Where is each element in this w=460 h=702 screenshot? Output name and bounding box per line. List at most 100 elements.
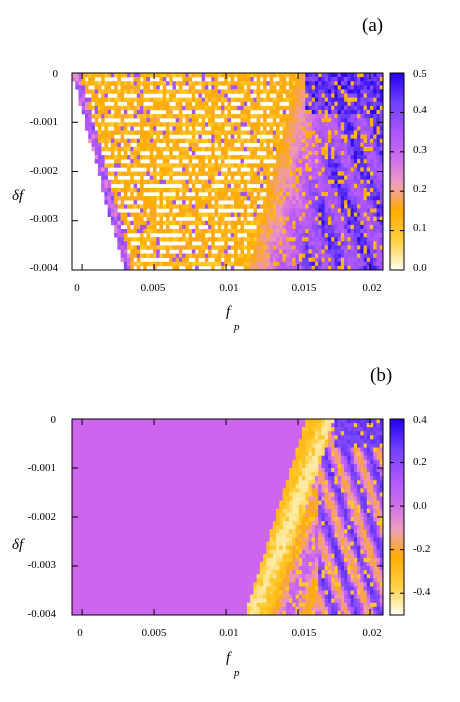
heatmap-cell (214, 204, 219, 209)
heatmap-cell (347, 463, 351, 469)
heatmap-cell (295, 537, 300, 542)
heatmap-cell (363, 574, 368, 579)
heatmap-cell (285, 122, 290, 127)
heatmap-cell (156, 89, 160, 94)
heatmap-cell (318, 224, 322, 230)
heatmap-cell (379, 97, 383, 103)
heatmap-cell (366, 590, 371, 595)
heatmap-cell (269, 179, 274, 185)
heatmap-cell (324, 241, 329, 246)
heatmap-cell (311, 142, 316, 148)
heatmap-cell (370, 97, 374, 103)
heatmap-cell (360, 228, 364, 234)
heatmap-cell (314, 77, 319, 82)
heatmap-cell (292, 183, 296, 189)
heatmap-cell (321, 590, 325, 595)
heatmap-cell (84, 118, 89, 123)
heatmap-cell (305, 590, 309, 595)
heatmap-cell (256, 261, 261, 267)
heatmap-cell (243, 114, 248, 119)
heatmap-cell (221, 237, 225, 242)
heatmap-cell (289, 574, 293, 579)
heatmap-cell (324, 253, 329, 258)
heatmap-cell (305, 537, 309, 542)
heatmap-cell (308, 512, 313, 518)
heatmap-cell (130, 261, 134, 267)
heatmap-cell (195, 224, 199, 230)
heatmap-cell (221, 93, 225, 98)
heatmap-cell (366, 492, 371, 497)
heatmap-cell (373, 423, 377, 428)
heatmap-cell (350, 468, 355, 473)
heatmap-cell (334, 484, 338, 489)
heatmap-cell (188, 89, 193, 94)
heatmap-cell (107, 183, 112, 189)
heatmap-cell (240, 163, 244, 168)
heatmap-cell (165, 142, 170, 148)
heatmap-cell (324, 492, 329, 497)
heatmap-cell (146, 200, 151, 205)
heatmap-cell (350, 423, 355, 428)
heatmap-cell (289, 512, 293, 518)
heatmap-cell (318, 431, 322, 436)
heatmap-cell (133, 97, 138, 103)
heatmap-cell (221, 179, 225, 185)
heatmap-cell (308, 480, 313, 485)
heatmap-cell (195, 212, 199, 217)
heatmap-cell (178, 261, 183, 267)
heatmap-cell (379, 77, 383, 82)
heatmap-cell (289, 488, 293, 493)
heatmap-cell (165, 146, 170, 152)
heatmap-cell (266, 81, 270, 86)
heatmap-cell (152, 228, 157, 234)
heatmap-cell (311, 163, 316, 168)
heatmap-cell (195, 142, 199, 148)
heatmap-cell (370, 484, 374, 489)
heatmap-cell (370, 557, 374, 563)
heatmap-cell (169, 81, 173, 86)
heatmap-cell (360, 155, 364, 160)
heatmap-cell (185, 101, 189, 107)
heatmap-cell (110, 89, 115, 94)
heatmap-cell (295, 463, 300, 469)
heatmap-cell (360, 419, 364, 424)
heatmap-cell (246, 130, 251, 135)
heatmap-cell (175, 146, 180, 152)
heatmap-cell (224, 204, 228, 209)
heatmap-cell (305, 93, 309, 98)
heatmap-cell (246, 138, 251, 144)
heatmap-cell (211, 93, 215, 98)
heatmap-cell (327, 537, 332, 542)
heatmap-cell (334, 130, 338, 135)
heatmap-cell (230, 122, 235, 127)
heatmap-cell (195, 101, 199, 107)
heatmap-cell (363, 105, 368, 111)
heatmap-cell (370, 463, 374, 469)
heatmap-cell (308, 167, 313, 172)
heatmap-cell (327, 566, 332, 571)
heatmap-cell (250, 171, 254, 176)
heatmap-cell (321, 423, 325, 428)
heatmap-cell (276, 512, 280, 518)
heatmap-cell (379, 537, 383, 542)
heatmap-cell (373, 525, 377, 530)
heatmap-cell (295, 142, 300, 148)
heatmap-cell (279, 549, 283, 555)
heatmap-cell (379, 159, 383, 164)
heatmap-cell (324, 163, 329, 168)
heatmap-cell (162, 155, 167, 160)
heatmap-cell (337, 451, 342, 457)
heatmap-cell (302, 130, 306, 135)
heatmap-cell (243, 73, 248, 78)
heatmap-cell (175, 192, 180, 197)
heatmap-cell (107, 105, 112, 111)
heatmap-cell (353, 130, 358, 135)
heatmap-cell (172, 97, 176, 103)
heatmap-cell (334, 459, 338, 465)
heatmap-cell (344, 220, 348, 226)
heatmap-cell (366, 85, 371, 90)
heatmap-cell (152, 159, 157, 164)
heatmap-cell (246, 105, 251, 111)
heatmap-cell (311, 529, 316, 534)
heatmap-cell (318, 167, 322, 172)
